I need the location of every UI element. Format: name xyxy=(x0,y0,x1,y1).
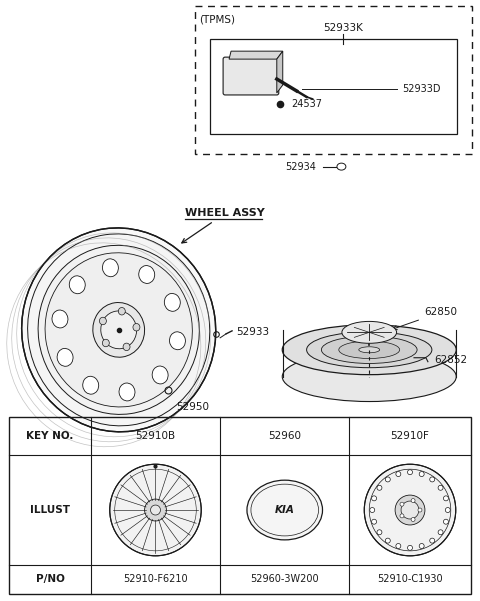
Text: 62850: 62850 xyxy=(393,308,457,330)
FancyBboxPatch shape xyxy=(223,57,279,95)
Ellipse shape xyxy=(123,343,130,350)
Ellipse shape xyxy=(282,325,456,374)
Ellipse shape xyxy=(144,499,167,521)
Ellipse shape xyxy=(400,502,404,506)
Ellipse shape xyxy=(444,519,448,524)
Ellipse shape xyxy=(101,311,137,349)
Text: 52934: 52934 xyxy=(285,162,316,172)
Ellipse shape xyxy=(372,519,377,524)
Text: 24537: 24537 xyxy=(292,99,323,109)
Ellipse shape xyxy=(419,543,424,549)
Text: WHEEL ASSY: WHEEL ASSY xyxy=(182,209,265,243)
Ellipse shape xyxy=(430,538,435,543)
Text: (TPMS): (TPMS) xyxy=(199,14,235,24)
Ellipse shape xyxy=(438,485,443,490)
Ellipse shape xyxy=(57,349,73,366)
Text: 52910-C1930: 52910-C1930 xyxy=(377,574,443,584)
Text: 52910B: 52910B xyxy=(135,432,176,441)
Ellipse shape xyxy=(83,376,99,394)
Ellipse shape xyxy=(342,322,396,343)
Text: 52910F: 52910F xyxy=(391,432,430,441)
Ellipse shape xyxy=(438,529,443,535)
Text: 52950: 52950 xyxy=(176,401,209,412)
Text: 52960-3W200: 52960-3W200 xyxy=(251,574,319,584)
Ellipse shape xyxy=(133,323,140,331)
Polygon shape xyxy=(229,51,283,59)
Ellipse shape xyxy=(119,383,135,401)
Ellipse shape xyxy=(377,485,382,490)
Ellipse shape xyxy=(99,317,107,325)
Ellipse shape xyxy=(396,543,401,549)
Ellipse shape xyxy=(152,366,168,384)
Text: 52960: 52960 xyxy=(268,432,301,441)
Ellipse shape xyxy=(408,470,412,475)
Text: 52933D: 52933D xyxy=(402,84,441,94)
Ellipse shape xyxy=(411,499,415,502)
Text: 52933: 52933 xyxy=(236,327,269,337)
Ellipse shape xyxy=(385,538,390,543)
Ellipse shape xyxy=(38,245,199,415)
Ellipse shape xyxy=(169,332,185,350)
Ellipse shape xyxy=(102,340,109,347)
Ellipse shape xyxy=(164,293,180,311)
Text: KEY NO.: KEY NO. xyxy=(26,432,74,441)
Ellipse shape xyxy=(445,507,450,513)
Ellipse shape xyxy=(28,234,210,426)
Ellipse shape xyxy=(69,276,85,294)
Ellipse shape xyxy=(52,310,68,328)
Text: ILLUST: ILLUST xyxy=(30,505,70,515)
Ellipse shape xyxy=(419,472,424,477)
Ellipse shape xyxy=(119,308,125,315)
Ellipse shape xyxy=(364,464,456,556)
Text: KIA: KIA xyxy=(275,505,295,515)
Ellipse shape xyxy=(411,517,415,522)
Ellipse shape xyxy=(247,480,323,540)
Ellipse shape xyxy=(400,514,404,518)
Ellipse shape xyxy=(377,529,382,535)
Ellipse shape xyxy=(444,496,448,501)
Text: 52910-F6210: 52910-F6210 xyxy=(123,574,188,584)
Ellipse shape xyxy=(396,472,401,477)
Ellipse shape xyxy=(385,477,390,482)
Ellipse shape xyxy=(370,507,375,513)
Ellipse shape xyxy=(151,505,160,515)
Ellipse shape xyxy=(102,259,119,276)
Text: 62852: 62852 xyxy=(434,355,467,365)
Ellipse shape xyxy=(307,332,432,368)
Ellipse shape xyxy=(322,336,417,364)
Ellipse shape xyxy=(139,266,155,284)
Ellipse shape xyxy=(401,501,419,519)
Text: P/NO: P/NO xyxy=(36,574,64,584)
Text: 52933K: 52933K xyxy=(324,23,363,33)
Ellipse shape xyxy=(45,253,192,407)
Ellipse shape xyxy=(418,508,422,512)
Polygon shape xyxy=(277,51,283,93)
Ellipse shape xyxy=(408,545,412,551)
Ellipse shape xyxy=(110,464,201,556)
Ellipse shape xyxy=(282,352,456,401)
Ellipse shape xyxy=(359,347,380,353)
Ellipse shape xyxy=(430,477,435,482)
Ellipse shape xyxy=(395,495,425,525)
Ellipse shape xyxy=(372,496,377,501)
Ellipse shape xyxy=(93,302,144,357)
Ellipse shape xyxy=(339,341,400,358)
Ellipse shape xyxy=(22,228,216,432)
